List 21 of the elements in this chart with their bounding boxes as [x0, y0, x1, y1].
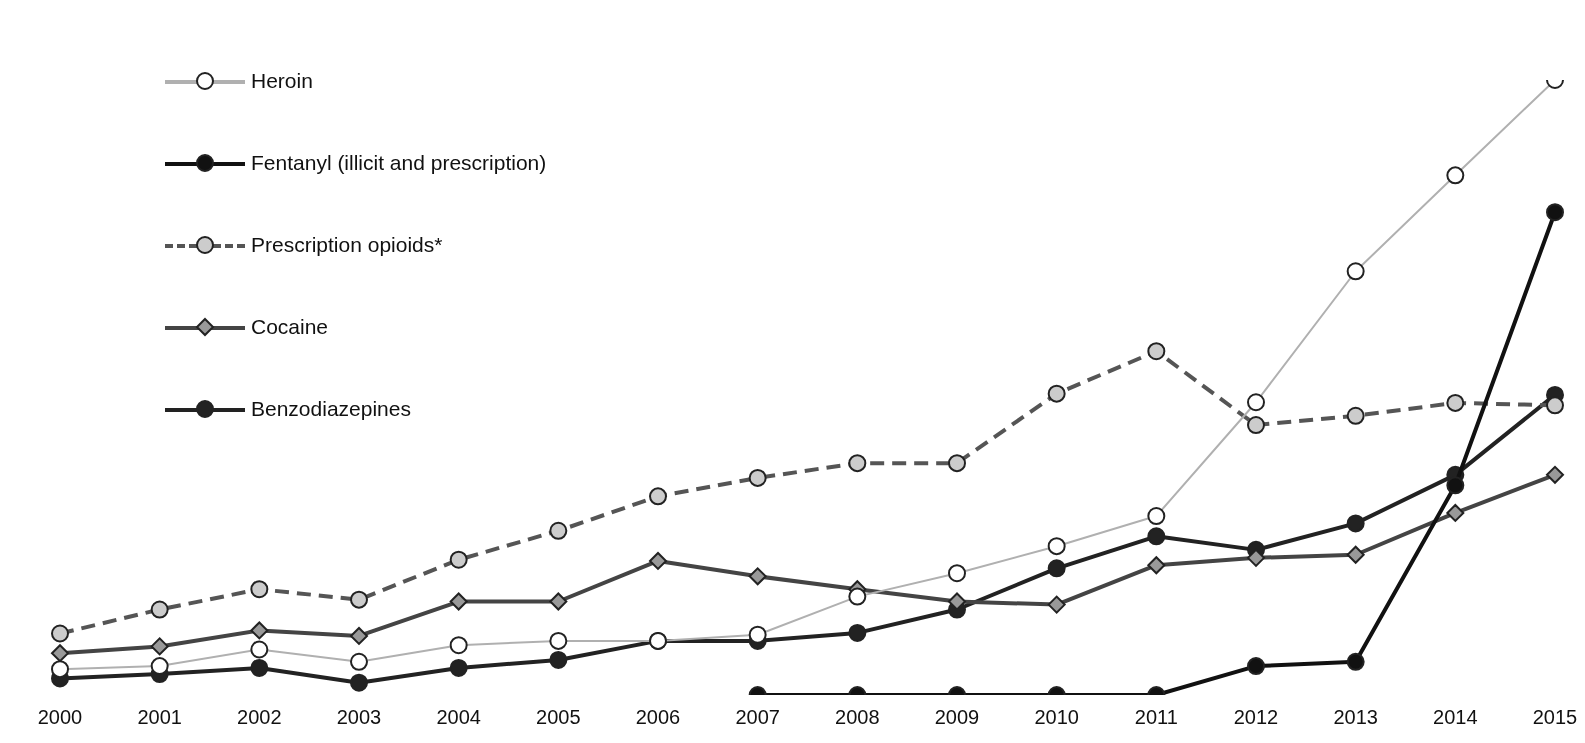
x-tick-label: 2005	[536, 705, 581, 728]
x-tick-label: 2011	[1134, 705, 1178, 728]
x-tick-label: 2000	[37, 705, 83, 728]
x-tick-label: 2004	[436, 705, 481, 728]
x-tick-label: 2003	[336, 705, 382, 728]
x-tick-label: 2015	[1532, 705, 1578, 728]
legend-label: Benzodiazepines	[251, 397, 411, 421]
x-tick-label: 2001	[137, 705, 182, 728]
x-tick-label: 2008	[835, 705, 880, 728]
x-tick-label: 2010	[1034, 705, 1079, 728]
x-tick-label: 2002	[237, 705, 282, 728]
legend-label: Fentanyl (illicit and prescription)	[251, 151, 547, 175]
legend-label: Cocaine	[251, 315, 329, 339]
legend-label: Heroin	[251, 69, 313, 93]
legend-label: Prescription opioids*	[251, 233, 443, 257]
x-tick-label: 2013	[1333, 705, 1378, 728]
x-tick-label: 2014	[1433, 705, 1478, 728]
x-tick-label: 2007	[735, 705, 780, 728]
x-tick-label: 2012	[1233, 705, 1279, 728]
x-tick-label: 2006	[635, 705, 681, 728]
x-tick-label: 2009	[934, 705, 980, 728]
